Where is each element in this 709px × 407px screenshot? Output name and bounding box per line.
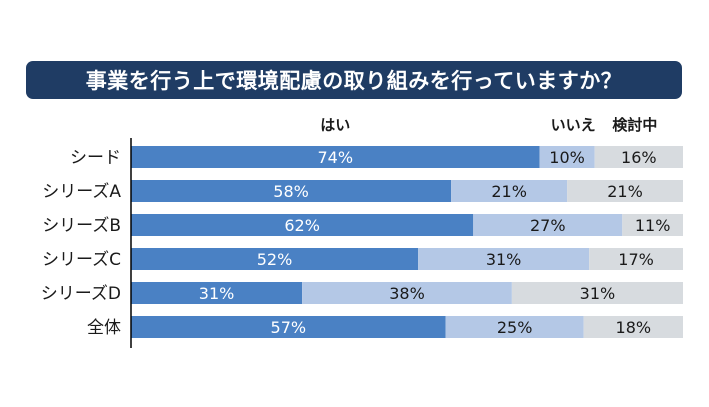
data-label: 21% — [491, 182, 527, 201]
data-label: 17% — [618, 250, 654, 269]
category-label: シリーズA — [42, 182, 121, 202]
bar-segment — [302, 282, 512, 304]
data-label: 31% — [580, 284, 616, 303]
bar-segment — [567, 180, 683, 202]
bar-segment — [539, 146, 595, 168]
bar-segment — [589, 248, 683, 270]
category-label: 全体 — [87, 318, 121, 338]
data-label: 52% — [257, 250, 293, 269]
data-label: 10% — [549, 148, 585, 167]
bar-segment — [131, 282, 303, 304]
bar-segment — [473, 214, 623, 236]
bar-segment — [511, 282, 683, 304]
bar-segment — [583, 316, 683, 338]
bar-segment — [445, 316, 584, 338]
bar-segment — [131, 248, 419, 270]
data-label: 74% — [317, 148, 353, 167]
chart-title: 事業を行う上で環境配慮の取り組みを行っていますか？ — [85, 69, 623, 93]
title-banner: 事業を行う上で環境配慮の取り組みを行っていますか？ — [26, 61, 682, 99]
data-label: 27% — [530, 216, 566, 235]
bar-segment — [451, 180, 568, 202]
data-label: 58% — [273, 182, 309, 201]
bar-segment — [418, 248, 590, 270]
bar-segment — [131, 316, 446, 338]
data-label: 57% — [271, 318, 307, 337]
legend-label: はい — [320, 116, 350, 134]
bar-segment — [131, 214, 474, 236]
category-label: シリーズB — [42, 216, 121, 236]
category-label: シード — [70, 148, 121, 168]
legend-label: 検討中 — [612, 116, 657, 134]
data-label: 62% — [284, 216, 320, 235]
data-label: 16% — [621, 148, 657, 167]
category-label: シリーズC — [42, 250, 121, 270]
data-label: 25% — [497, 318, 533, 337]
data-label: 21% — [607, 182, 643, 201]
bar-segment — [131, 180, 452, 202]
legend-label: いいえ — [551, 116, 596, 134]
bar-segment — [131, 146, 540, 168]
data-label: 31% — [199, 284, 235, 303]
data-label: 31% — [486, 250, 522, 269]
data-label: 18% — [616, 318, 652, 337]
bar-segment — [594, 146, 683, 168]
bar-segment — [622, 214, 683, 236]
data-label: 38% — [389, 284, 425, 303]
data-label: 11% — [635, 216, 671, 235]
category-label: シリーズD — [41, 284, 121, 304]
